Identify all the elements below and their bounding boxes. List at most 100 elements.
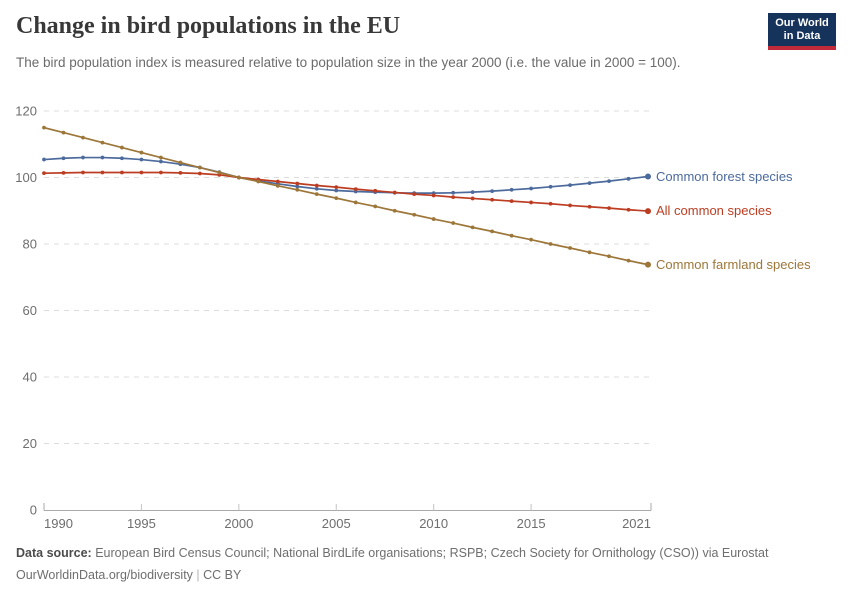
x-tick-label: 2015 — [517, 516, 546, 531]
series-line-common-forest-species — [43, 156, 649, 194]
x-tick-label: 2010 — [419, 516, 448, 531]
data-point-common-forest-species — [470, 190, 475, 195]
data-point-common-forest-species — [607, 179, 611, 184]
y-tick-label: 60 — [23, 303, 37, 318]
data-point-all-common-species — [529, 200, 533, 205]
data-point-all-common-species — [373, 188, 378, 193]
owid-url: OurWorldinData.org/biodiversity — [16, 567, 193, 582]
data-point-all-common-species — [509, 199, 514, 204]
data-point-common-farmland-species — [139, 150, 144, 155]
data-source-text: European Bird Census Council; National B… — [95, 546, 769, 560]
data-point-common-farmland-species — [587, 250, 592, 255]
data-source-line: Data source: European Bird Census Counci… — [16, 543, 826, 565]
data-point-common-farmland-species — [81, 135, 85, 140]
data-point-common-farmland-species — [548, 242, 553, 246]
data-point-all-common-species — [159, 170, 163, 175]
data-point-all-common-species — [490, 197, 495, 202]
data-point-common-forest-species — [490, 189, 495, 194]
data-point-common-farmland-species — [373, 204, 378, 209]
license-text: CC BY — [203, 567, 242, 582]
data-point-common-farmland-species — [178, 160, 183, 165]
data-point-common-forest-species — [314, 186, 319, 191]
data-point-all-common-species — [470, 196, 475, 201]
line-chart: 0 20 40 60 80 100 120 1990 1995 2000 2005 2010 2015 2… — [0, 100, 850, 545]
data-point-all-common-species — [548, 201, 553, 206]
data-point-all-common-species — [139, 170, 144, 175]
attribution-line: OurWorldinData.org/biodiversity | CC BY — [16, 565, 826, 587]
y-tick-label: 0 — [30, 503, 37, 518]
data-point-all-common-species — [295, 181, 300, 186]
data-point-all-common-species — [197, 171, 202, 176]
data-point-common-farmland-species — [314, 192, 319, 197]
series-line-all-common-species — [43, 171, 649, 212]
data-point-all-common-species — [334, 185, 339, 190]
data-point-common-farmland-species — [490, 229, 495, 234]
data-point-common-farmland-species — [217, 170, 222, 175]
data-point-common-farmland-species — [509, 233, 514, 238]
data-point-common-forest-species — [509, 187, 514, 192]
owid-logo: Our World in Data — [768, 13, 836, 50]
data-point-common-farmland-species — [392, 208, 397, 213]
data-point-common-forest-species — [100, 155, 105, 160]
data-point-common-forest-species — [626, 176, 631, 181]
data-point-common-farmland-species — [42, 125, 46, 130]
owid-logo-line1: Our World — [775, 17, 829, 29]
y-tick-label: 80 — [23, 237, 37, 252]
data-point-all-common-species — [451, 195, 456, 200]
y-tick-label: 40 — [23, 370, 37, 385]
data-point-all-common-species — [353, 187, 358, 192]
data-point-common-forest-species — [529, 186, 533, 191]
data-point-common-farmland-species — [412, 212, 417, 217]
data-point-common-farmland-species — [159, 155, 163, 160]
data-point-all-common-species — [81, 170, 85, 175]
data-point-common-forest-species — [568, 183, 572, 188]
data-point-common-farmland-species — [529, 237, 533, 242]
data-point-common-farmland-species — [275, 183, 280, 188]
data-point-common-farmland-species — [431, 217, 436, 221]
data-point-common-forest-species — [334, 188, 339, 193]
x-tick-label: 1990 — [44, 516, 73, 531]
data-point-common-forest-species — [61, 156, 66, 161]
data-point-all-common-species — [100, 170, 105, 175]
footer-separator: | — [196, 567, 200, 582]
data-point-common-forest-species — [295, 184, 300, 189]
series-label-common-forest-species: Common forest species — [656, 168, 793, 184]
data-point-common-forest-species — [42, 157, 46, 162]
data-point-all-common-species — [120, 170, 124, 175]
data-point-common-farmland-species — [470, 225, 475, 230]
data-point-common-farmland-species — [626, 258, 631, 263]
y-tick-label: 20 — [23, 436, 37, 451]
x-tick-label: 2000 — [224, 516, 253, 531]
y-tick-label: 120 — [15, 104, 37, 119]
data-point-common-forest-species — [139, 157, 144, 162]
data-point-all-common-species — [275, 179, 280, 184]
data-point-common-farmland-species — [334, 196, 339, 201]
data-point-common-farmland-species — [295, 187, 300, 192]
chart-footer: Data source: European Bird Census Counci… — [16, 543, 826, 586]
data-point-all-common-species — [587, 204, 592, 209]
data-point-all-common-species — [568, 203, 572, 208]
data-point-all-common-species — [412, 192, 417, 197]
data-point-common-forest-species — [120, 156, 124, 161]
x-tick-label: 1995 — [127, 516, 156, 531]
data-point-all-common-species — [626, 207, 631, 212]
series-end-point-common-forest-species — [645, 173, 651, 180]
series-end-point-all-common-species — [645, 208, 651, 215]
data-source-label: Data source: — [16, 546, 92, 560]
owid-logo-line2: in Data — [783, 30, 821, 42]
series-label-all-common-species: All common species — [656, 203, 772, 219]
plot-area: 0 20 40 60 80 100 120 1990 1995 2000 2005 2010 2015 2… — [15, 104, 652, 531]
chart-title: Change in bird populations in the EU — [16, 13, 401, 39]
chart-subtitle: The bird population index is measured re… — [16, 55, 681, 70]
series-line-common-farmland-species — [43, 126, 649, 266]
data-point-common-farmland-species — [353, 200, 358, 205]
data-point-common-forest-species — [451, 190, 456, 195]
data-point-common-farmland-species — [197, 165, 202, 170]
series-label-common-farmland-species: Common farmland species — [656, 256, 811, 272]
data-point-common-forest-species — [159, 159, 163, 164]
data-point-common-forest-species — [548, 184, 553, 189]
series-end-point-common-farmland-species — [645, 261, 651, 268]
data-point-common-forest-species — [587, 181, 592, 186]
x-tick-label: 2021 — [622, 516, 651, 531]
